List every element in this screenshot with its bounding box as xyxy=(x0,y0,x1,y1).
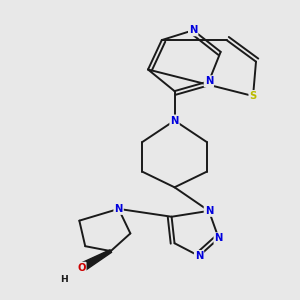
Text: N: N xyxy=(114,204,123,214)
Polygon shape xyxy=(79,250,112,272)
Text: N: N xyxy=(170,116,179,126)
Text: N: N xyxy=(205,76,213,86)
Text: N: N xyxy=(189,25,197,35)
Text: S: S xyxy=(249,91,257,101)
Text: H: H xyxy=(60,275,68,284)
Text: N: N xyxy=(214,233,223,243)
Text: N: N xyxy=(205,206,213,216)
Text: O: O xyxy=(77,263,86,273)
Text: N: N xyxy=(195,251,203,261)
